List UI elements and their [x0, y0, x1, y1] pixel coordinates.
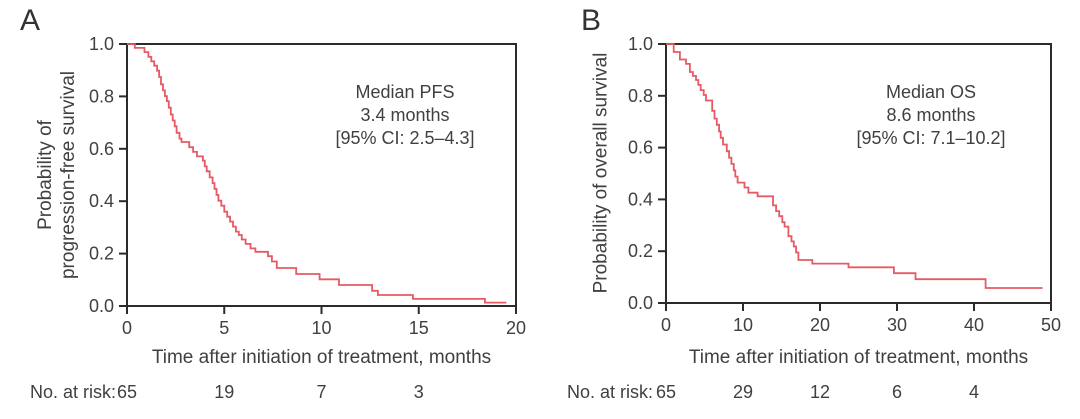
x-tick-label: 15	[409, 318, 429, 338]
y-tick-label: 1.0	[89, 34, 114, 54]
x-tick-label: 0	[661, 315, 671, 335]
os-plot: 0 10 20 30 40 50 0.0 0.2 0.4 0.6 0.8 1.0	[628, 34, 1061, 335]
x-tick-label: 20	[506, 318, 526, 338]
y-tick-label: 0.4	[628, 189, 653, 209]
at-risk-count: 65	[655, 382, 677, 402]
pfs-plot: 0 5 10 15 20 0.0 0.2 0.4 0.6 0.8 1.0	[89, 34, 526, 338]
annotation-line: Median PFS	[355, 82, 455, 102]
panel-os: B Probability of overall survival 0 10 20 3…	[540, 0, 1080, 419]
at-risk-label: No. at risk:	[567, 382, 654, 402]
y-tick-label: 0.6	[89, 139, 114, 159]
x-tick-label: 0	[122, 318, 132, 338]
at-risk-count: 7	[316, 382, 327, 402]
at-risk-count: 3	[413, 382, 424, 402]
x-tick-label: 40	[964, 315, 984, 335]
panel-label-a: A	[20, 4, 41, 37]
median-pfs-annotation: Median PFS 3.4 months [95% CI: 2.5–4.3]	[255, 81, 555, 150]
panel-pfs: A Probability of progression-free surviv…	[0, 4, 540, 404]
at-risk-count: 6	[891, 382, 902, 402]
annotation-line: [95% CI: 7.1–10.2]	[856, 128, 1006, 148]
y-tick-label: 0.2	[628, 241, 653, 261]
x-axis-title: Time after initiation of treatment, mont…	[151, 347, 492, 368]
at-risk-count: 4	[968, 382, 979, 402]
annotation-line: Median OS	[885, 82, 977, 102]
survival-curve-path	[666, 43, 1043, 289]
y-tick-label: 0.8	[89, 86, 114, 106]
y-tick-label: 0.4	[89, 191, 114, 211]
survival-curve-path	[127, 43, 507, 304]
at-risk-row: No. at risk: 65 19 7 3	[0, 382, 540, 404]
x-tick-label: 50	[1041, 315, 1061, 335]
annotation-line: 3.4 months	[360, 105, 450, 125]
x-axis-title: Time after initiation of treatment, mont…	[688, 347, 1029, 368]
x-tick-label: 5	[219, 318, 229, 338]
x-tick-label: 20	[810, 315, 830, 335]
x-tick-label: 30	[887, 315, 907, 335]
annotation-line: [95% CI: 2.5–4.3]	[335, 128, 475, 148]
annotation-line: 8.6 months	[886, 105, 976, 125]
at-risk-row: No. at risk: 65 29 12 6 4	[540, 382, 1080, 404]
x-tick-label: 10	[311, 318, 331, 338]
at-risk-count: 12	[809, 382, 831, 402]
at-risk-count: 19	[214, 382, 235, 402]
y-tick-label: 0.0	[628, 293, 653, 313]
plot-frame	[665, 43, 1052, 304]
y-tick-label: 0.2	[89, 244, 114, 264]
at-risk-label: No. at risk:	[30, 382, 117, 402]
median-os-annotation: Median OS 8.6 months [95% CI: 7.1–10.2]	[781, 81, 1080, 150]
y-tick-label: 0.8	[628, 86, 653, 106]
plot-frame	[126, 43, 517, 307]
y-tick-label: 0.0	[89, 296, 114, 316]
x-tick-label: 10	[733, 315, 753, 335]
y-tick-label: 1.0	[628, 34, 653, 54]
y-tick-label: 0.6	[628, 138, 653, 158]
at-risk-count: 65	[116, 382, 138, 402]
at-risk-count: 29	[732, 382, 754, 402]
panel-label-b: B	[581, 4, 602, 37]
